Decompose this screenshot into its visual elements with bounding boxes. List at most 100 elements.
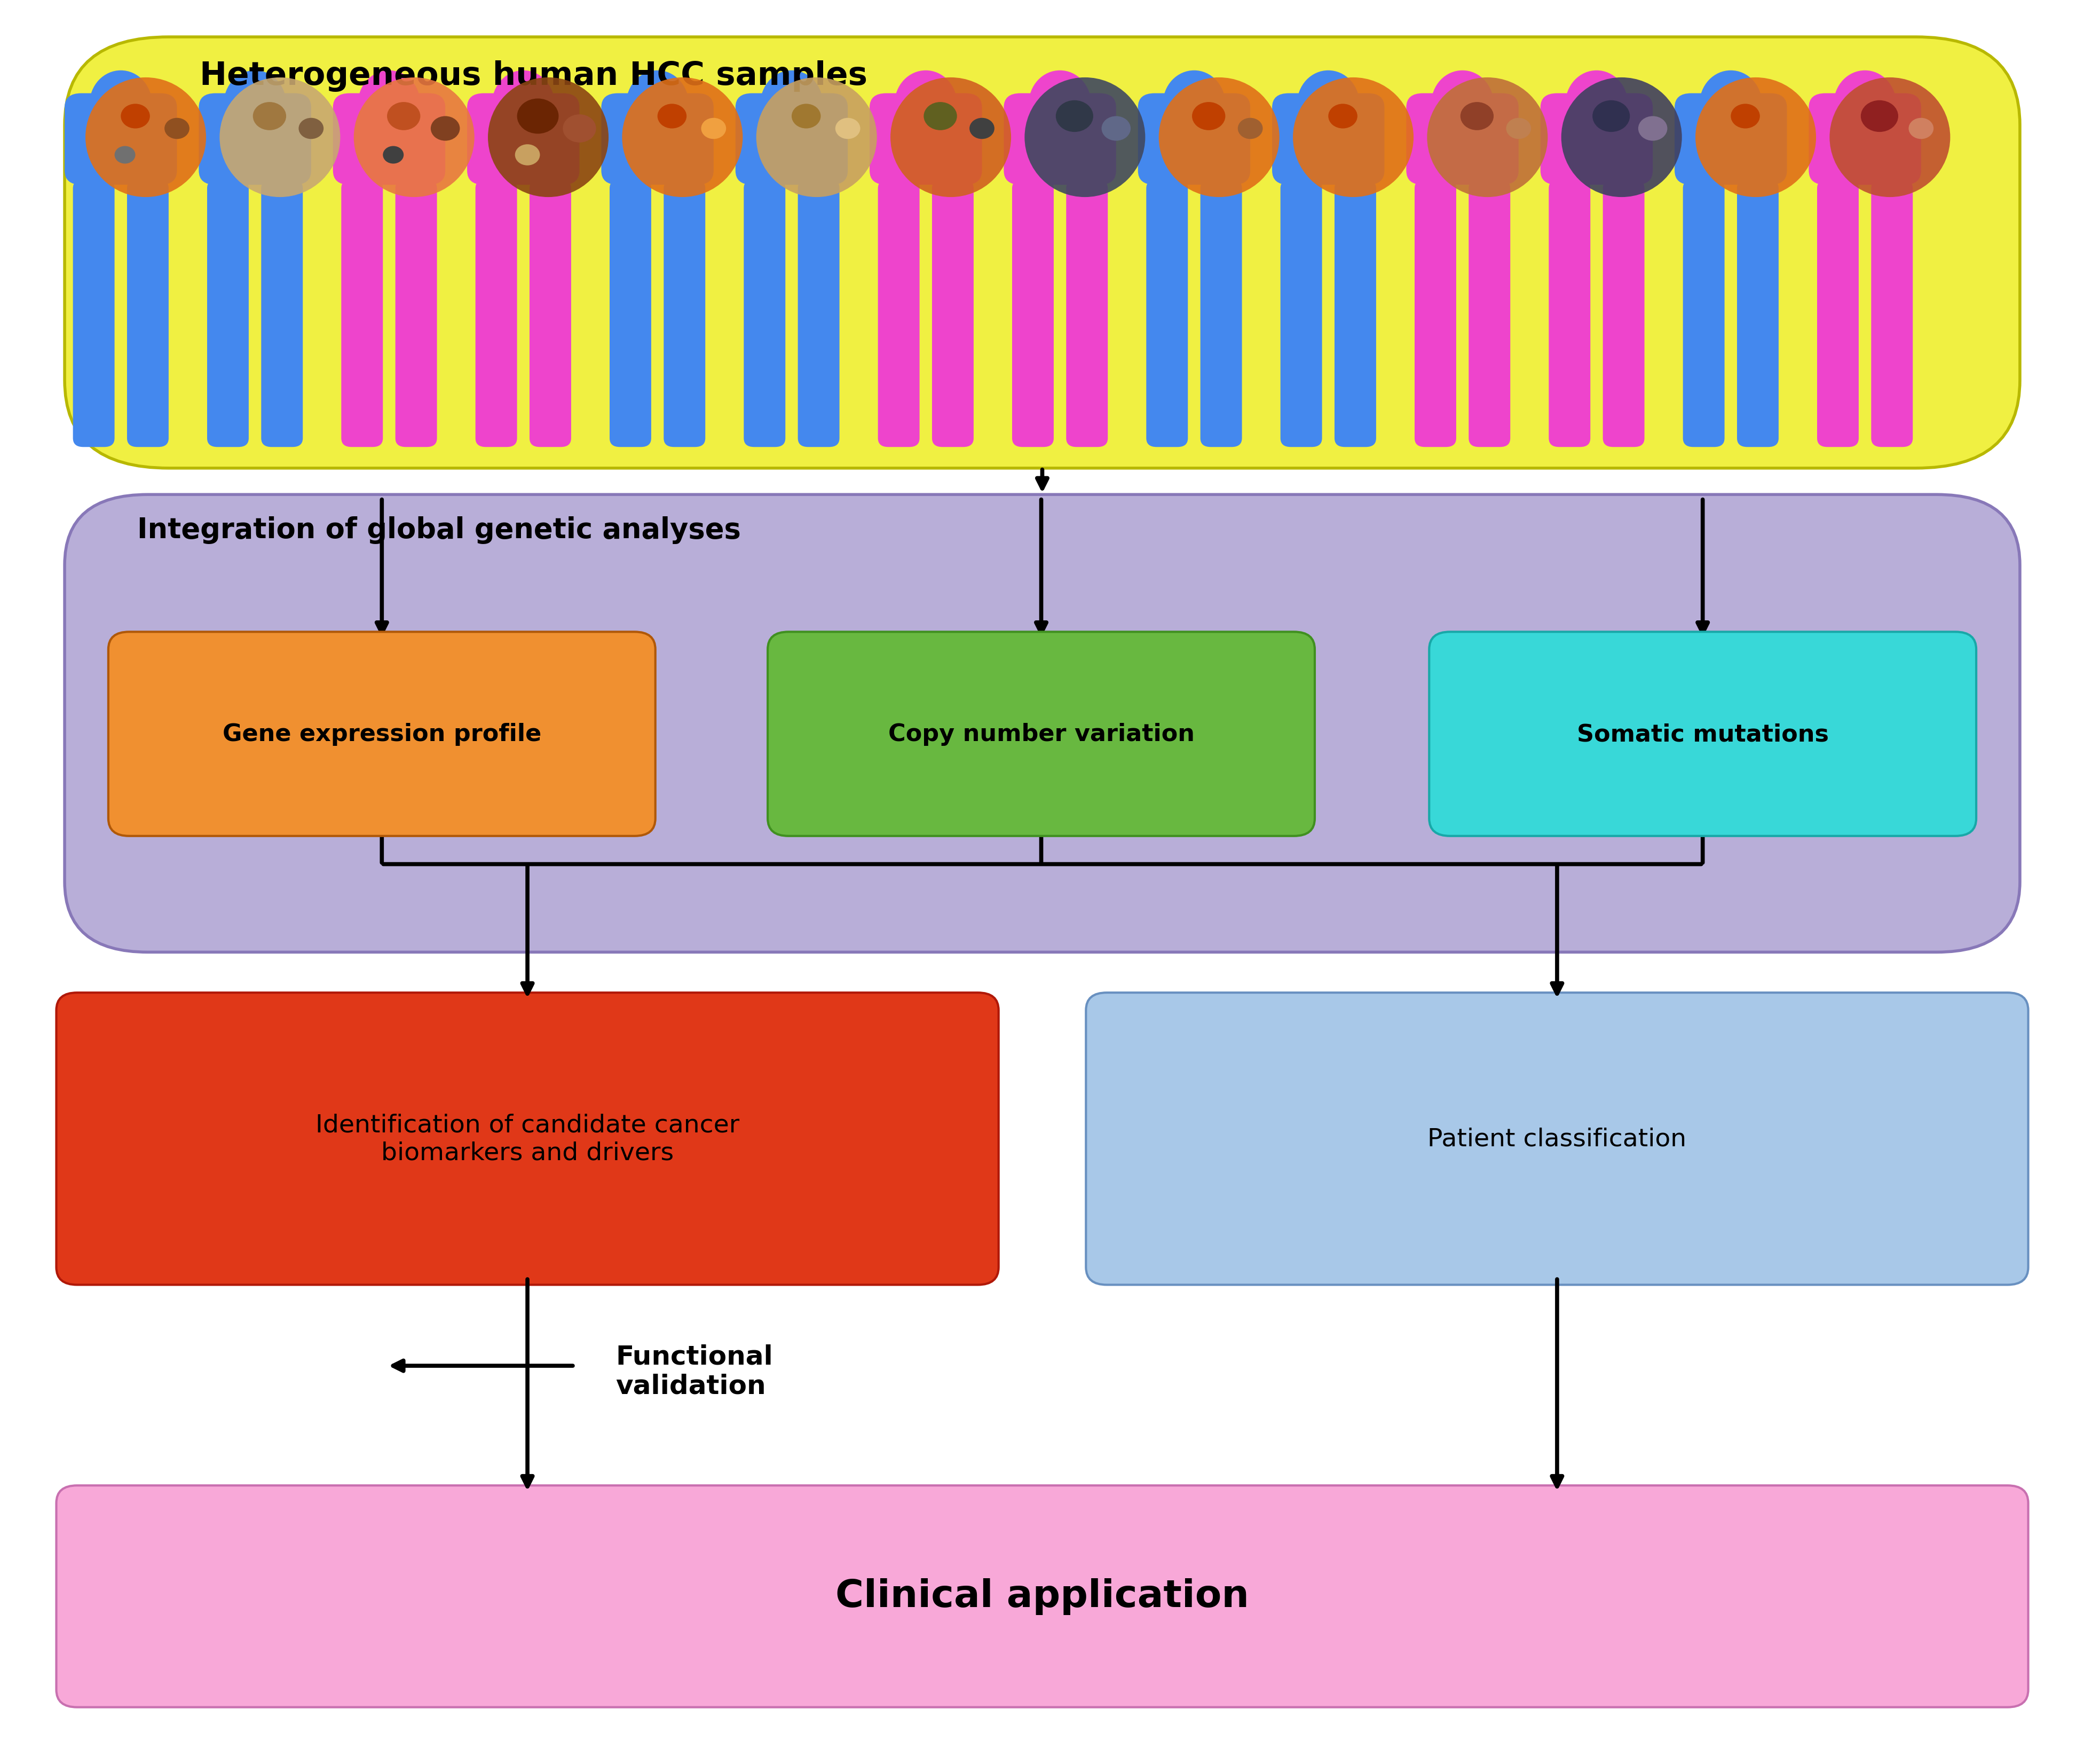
FancyBboxPatch shape — [767, 632, 1315, 836]
FancyBboxPatch shape — [1540, 93, 1653, 185]
Text: Identification of candidate cancer
biomarkers and drivers: Identification of candidate cancer bioma… — [315, 1113, 740, 1164]
Circle shape — [388, 102, 421, 131]
Circle shape — [700, 118, 725, 139]
FancyBboxPatch shape — [1682, 180, 1723, 448]
Ellipse shape — [1561, 78, 1682, 198]
Circle shape — [1507, 118, 1530, 139]
FancyBboxPatch shape — [1548, 180, 1590, 448]
FancyBboxPatch shape — [1407, 93, 1519, 185]
Circle shape — [252, 102, 286, 131]
FancyBboxPatch shape — [1603, 180, 1644, 448]
Circle shape — [1638, 116, 1667, 141]
Ellipse shape — [354, 78, 475, 198]
Ellipse shape — [761, 71, 823, 138]
FancyBboxPatch shape — [529, 180, 571, 448]
Text: Somatic mutations: Somatic mutations — [1576, 723, 1828, 746]
Circle shape — [563, 115, 596, 143]
Circle shape — [383, 146, 404, 164]
Circle shape — [1592, 101, 1630, 132]
FancyBboxPatch shape — [1271, 93, 1384, 185]
Circle shape — [1861, 101, 1899, 132]
FancyBboxPatch shape — [1086, 993, 2028, 1284]
Ellipse shape — [492, 71, 554, 138]
Text: Heterogeneous human HCC samples: Heterogeneous human HCC samples — [200, 60, 867, 92]
Text: Clinical application: Clinical application — [836, 1579, 1248, 1614]
Circle shape — [1730, 104, 1759, 129]
FancyBboxPatch shape — [1817, 180, 1859, 448]
Circle shape — [1055, 101, 1092, 132]
Ellipse shape — [1159, 78, 1280, 198]
Ellipse shape — [90, 71, 152, 138]
FancyBboxPatch shape — [1871, 180, 1913, 448]
Text: Functional
validation: Functional validation — [615, 1344, 773, 1399]
Circle shape — [121, 104, 150, 129]
Circle shape — [656, 104, 686, 129]
FancyBboxPatch shape — [877, 180, 919, 448]
FancyBboxPatch shape — [1469, 180, 1511, 448]
FancyBboxPatch shape — [1200, 180, 1242, 448]
FancyBboxPatch shape — [736, 93, 848, 185]
Circle shape — [1192, 102, 1225, 131]
Circle shape — [1238, 118, 1263, 139]
Circle shape — [298, 118, 323, 139]
FancyBboxPatch shape — [609, 180, 650, 448]
Circle shape — [792, 104, 821, 129]
FancyBboxPatch shape — [396, 180, 438, 448]
Ellipse shape — [756, 78, 877, 198]
FancyBboxPatch shape — [869, 93, 982, 185]
Circle shape — [1100, 116, 1130, 141]
Circle shape — [1461, 102, 1494, 131]
FancyBboxPatch shape — [1013, 180, 1052, 448]
FancyBboxPatch shape — [198, 93, 311, 185]
Ellipse shape — [358, 71, 421, 138]
FancyBboxPatch shape — [1415, 180, 1457, 448]
FancyBboxPatch shape — [1673, 93, 1786, 185]
FancyBboxPatch shape — [342, 180, 383, 448]
FancyBboxPatch shape — [1138, 93, 1250, 185]
Ellipse shape — [890, 78, 1011, 198]
FancyBboxPatch shape — [932, 180, 973, 448]
FancyBboxPatch shape — [127, 180, 169, 448]
Ellipse shape — [1428, 78, 1546, 198]
Text: Patient classification: Patient classification — [1428, 1127, 1686, 1150]
Circle shape — [515, 145, 540, 166]
Ellipse shape — [621, 78, 742, 198]
FancyBboxPatch shape — [1430, 632, 1976, 836]
Ellipse shape — [1834, 71, 1896, 138]
Circle shape — [836, 118, 861, 139]
Ellipse shape — [625, 71, 688, 138]
Text: Copy number variation: Copy number variation — [888, 723, 1194, 746]
FancyBboxPatch shape — [1065, 180, 1107, 448]
FancyBboxPatch shape — [1280, 180, 1321, 448]
Ellipse shape — [1694, 78, 1815, 198]
FancyBboxPatch shape — [108, 632, 654, 836]
FancyBboxPatch shape — [260, 180, 302, 448]
FancyBboxPatch shape — [65, 496, 2019, 953]
Ellipse shape — [1163, 71, 1225, 138]
FancyBboxPatch shape — [1004, 93, 1115, 185]
FancyBboxPatch shape — [798, 180, 840, 448]
Ellipse shape — [1698, 71, 1761, 138]
Text: Gene expression profile: Gene expression profile — [223, 723, 542, 746]
FancyBboxPatch shape — [206, 180, 248, 448]
Circle shape — [923, 102, 957, 131]
Circle shape — [517, 99, 559, 134]
FancyBboxPatch shape — [1146, 180, 1188, 448]
FancyBboxPatch shape — [56, 1485, 2028, 1708]
Circle shape — [431, 116, 461, 141]
Ellipse shape — [223, 71, 286, 138]
Ellipse shape — [219, 78, 340, 198]
FancyBboxPatch shape — [600, 93, 713, 185]
Ellipse shape — [1292, 78, 1413, 198]
Circle shape — [1328, 104, 1357, 129]
Circle shape — [969, 118, 994, 139]
Ellipse shape — [1432, 71, 1494, 138]
Circle shape — [1909, 118, 1934, 139]
FancyBboxPatch shape — [744, 180, 786, 448]
FancyBboxPatch shape — [333, 93, 446, 185]
FancyBboxPatch shape — [56, 993, 998, 1284]
Ellipse shape — [1565, 71, 1628, 138]
Ellipse shape — [894, 71, 957, 138]
Ellipse shape — [1029, 71, 1090, 138]
Ellipse shape — [1830, 78, 1951, 198]
